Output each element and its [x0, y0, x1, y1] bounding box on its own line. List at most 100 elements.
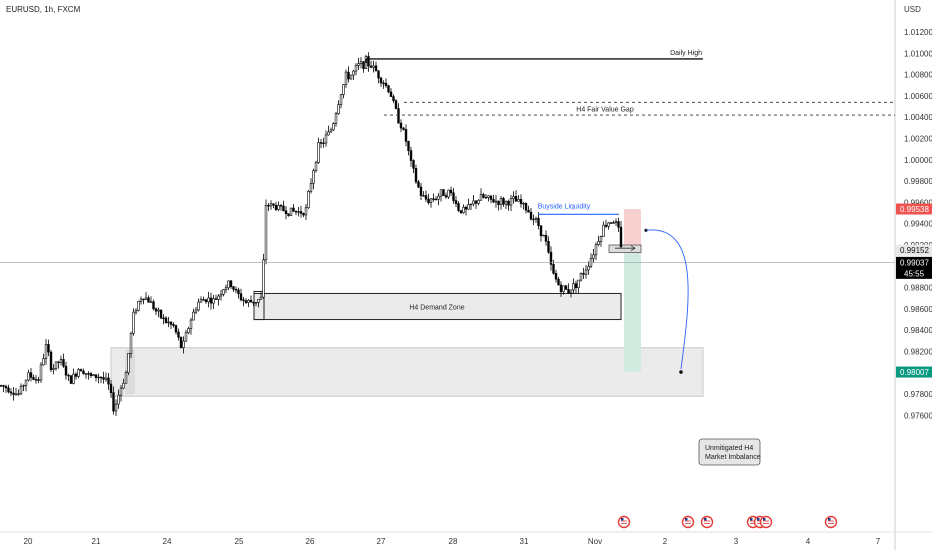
candle — [544, 230, 548, 246]
candle — [247, 299, 250, 308]
candle — [114, 399, 118, 417]
candle — [142, 298, 145, 305]
candle — [474, 200, 478, 209]
candle — [382, 80, 385, 89]
x-tick-label: 25 — [235, 537, 244, 546]
candle — [89, 371, 93, 378]
us-flag-event-icon[interactable] — [700, 515, 714, 529]
candle — [514, 190, 518, 202]
candle — [99, 376, 103, 384]
candle — [9, 388, 13, 397]
candle — [204, 299, 208, 304]
stop-price-label-text: 0.99538 — [900, 205, 929, 214]
candle — [279, 203, 283, 211]
candle — [69, 375, 73, 384]
candle — [537, 212, 540, 230]
candle — [174, 324, 178, 335]
entry-arrow-head — [630, 245, 636, 252]
candle — [19, 383, 23, 396]
candle — [157, 307, 160, 318]
candle — [519, 194, 523, 208]
candle — [324, 130, 328, 147]
candle — [254, 302, 258, 307]
candle — [524, 202, 528, 214]
stop-price-label-badge — [896, 203, 932, 215]
candle — [54, 361, 58, 371]
candle — [389, 88, 393, 97]
candle — [477, 199, 480, 206]
y-tick-label: 0.97800 — [904, 390, 932, 399]
candle — [274, 201, 278, 212]
candle — [289, 207, 293, 216]
candle — [584, 265, 588, 279]
candle — [249, 295, 253, 303]
candle — [457, 201, 460, 213]
candle — [447, 189, 450, 199]
candle — [74, 372, 78, 380]
candle — [259, 292, 263, 300]
candle — [244, 298, 248, 304]
candle — [214, 294, 218, 300]
candle — [322, 137, 325, 148]
entry-price-label-text: 0.99152 — [900, 246, 929, 255]
x-tick-label: 28 — [449, 537, 458, 546]
candle — [574, 280, 578, 294]
x-tick-label: 3 — [734, 537, 739, 546]
candle — [479, 188, 483, 201]
candle — [267, 202, 270, 212]
y-tick-label: 1.00000 — [904, 156, 932, 165]
candle — [304, 204, 308, 220]
candle — [437, 193, 440, 206]
candle — [134, 308, 138, 315]
candle — [462, 204, 465, 214]
candle — [419, 182, 423, 201]
candle — [119, 385, 123, 402]
candle — [269, 200, 273, 210]
candle — [209, 292, 213, 310]
candle — [414, 164, 418, 185]
candle — [427, 193, 430, 205]
economic-events[interactable] — [617, 515, 838, 529]
candle — [144, 292, 148, 301]
candle — [94, 374, 98, 382]
x-tick-label: Nov — [588, 537, 602, 546]
us-flag-event-icon[interactable] — [759, 515, 773, 529]
y-tick-label: 1.01200 — [904, 28, 932, 37]
y-tick-label: 0.99800 — [904, 177, 932, 186]
candle — [609, 221, 613, 225]
candle — [559, 281, 563, 297]
candle — [72, 368, 75, 385]
symbol-header: EURUSD, 1h, FXCM — [6, 5, 81, 14]
candle — [522, 201, 525, 210]
candle — [232, 286, 235, 293]
candle — [272, 203, 275, 209]
candle — [64, 361, 68, 380]
candle — [344, 69, 348, 88]
candle — [282, 200, 285, 212]
candle — [352, 69, 355, 81]
us-flag-event-icon[interactable] — [681, 515, 695, 529]
candle — [297, 207, 300, 217]
stop-loss-zone — [624, 209, 641, 251]
candle — [434, 196, 438, 201]
us-flag-event-icon[interactable] — [824, 515, 838, 529]
y-tick-label: 0.97600 — [904, 411, 932, 420]
daily-high-label: Daily High — [670, 50, 702, 57]
y-tick-label: 0.98200 — [904, 348, 932, 357]
candle — [189, 317, 193, 335]
candle — [384, 78, 388, 88]
candle — [372, 60, 375, 73]
us-flag-event-icon[interactable] — [617, 515, 631, 529]
candle — [179, 336, 183, 349]
candle — [357, 57, 360, 71]
x-tick-label: 7 — [876, 537, 881, 546]
candle — [292, 204, 295, 212]
candle — [499, 195, 503, 210]
candle — [337, 100, 340, 115]
candle — [294, 210, 298, 216]
candle — [172, 322, 175, 328]
y-tick-label: 1.00400 — [904, 113, 932, 122]
candle — [132, 308, 135, 336]
candle — [49, 350, 53, 372]
